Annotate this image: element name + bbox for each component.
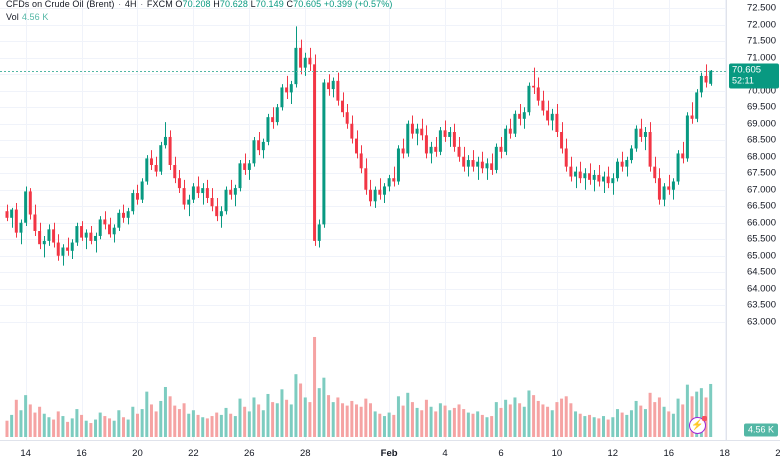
price-tick-2: 71.500	[746, 35, 776, 47]
last-price-value: 70.605	[732, 64, 762, 76]
price-tick-17: 63.500	[746, 299, 776, 311]
time-tick-8: 6	[498, 448, 504, 459]
price-tick-7: 68.500	[746, 134, 776, 146]
chart-plot-area[interactable]	[0, 0, 727, 440]
price-tick-16: 64.000	[746, 283, 776, 295]
price-tick-1: 72.000	[746, 19, 776, 31]
lightning-glyph: ⚡	[690, 419, 704, 431]
price-tick-15: 64.500	[746, 266, 776, 278]
price-tick-8: 68.000	[746, 151, 776, 163]
time-tick-3: 22	[188, 448, 199, 459]
time-tick-13: 20	[775, 448, 780, 459]
price-line-overlay	[0, 71, 727, 72]
time-tick-1: 16	[76, 448, 87, 459]
price-tick-12: 66.000	[746, 217, 776, 229]
volume-badge[interactable]: 4.56 K	[743, 423, 778, 437]
price-tick-3: 71.000	[746, 52, 776, 64]
price-tick-0: 72.500	[746, 2, 776, 14]
time-tick-11: 16	[663, 448, 675, 459]
bar-countdown: 52:11	[732, 75, 754, 86]
time-scale[interactable]: 14 16 20 22 26 28 Feb 4 6 10 12 16 18 20	[0, 440, 780, 470]
time-tick-5: 28	[299, 448, 311, 459]
time-tick-6: Feb	[380, 448, 398, 459]
time-tick-10: 12	[607, 448, 619, 459]
time-tick-12: 18	[719, 448, 730, 459]
chart-gridlines	[0, 0, 727, 440]
price-tick-6: 69.000	[746, 118, 776, 130]
time-tick-7: 4	[442, 448, 448, 459]
price-tick-18: 63.000	[746, 316, 776, 328]
price-tick-14: 65.000	[746, 250, 776, 262]
time-tick-2: 20	[132, 448, 143, 459]
price-tick-11: 66.500	[746, 200, 776, 212]
price-tick-4: 70.000	[746, 85, 776, 97]
lightning-ring	[688, 417, 706, 434]
price-scale[interactable]: 72.500 72.000 71.500 71.000 70.000 69.500 69.0…	[726, 0, 780, 440]
price-tick-10: 67.000	[746, 184, 776, 196]
time-tick-0: 14	[20, 448, 31, 459]
time-tick-4: 26	[244, 448, 255, 459]
price-tick-9: 67.500	[746, 167, 776, 179]
lightning-bolt-icon[interactable]: ⚡	[688, 416, 707, 434]
candlestick-series	[5, 26, 713, 437]
time-tick-9: 10	[551, 448, 563, 459]
price-tick-13: 65.500	[746, 233, 776, 245]
last-price-badge[interactable]: 70.605 52:11	[729, 63, 779, 89]
notification-dot	[701, 416, 707, 421]
price-tick-5: 69.500	[746, 101, 776, 113]
